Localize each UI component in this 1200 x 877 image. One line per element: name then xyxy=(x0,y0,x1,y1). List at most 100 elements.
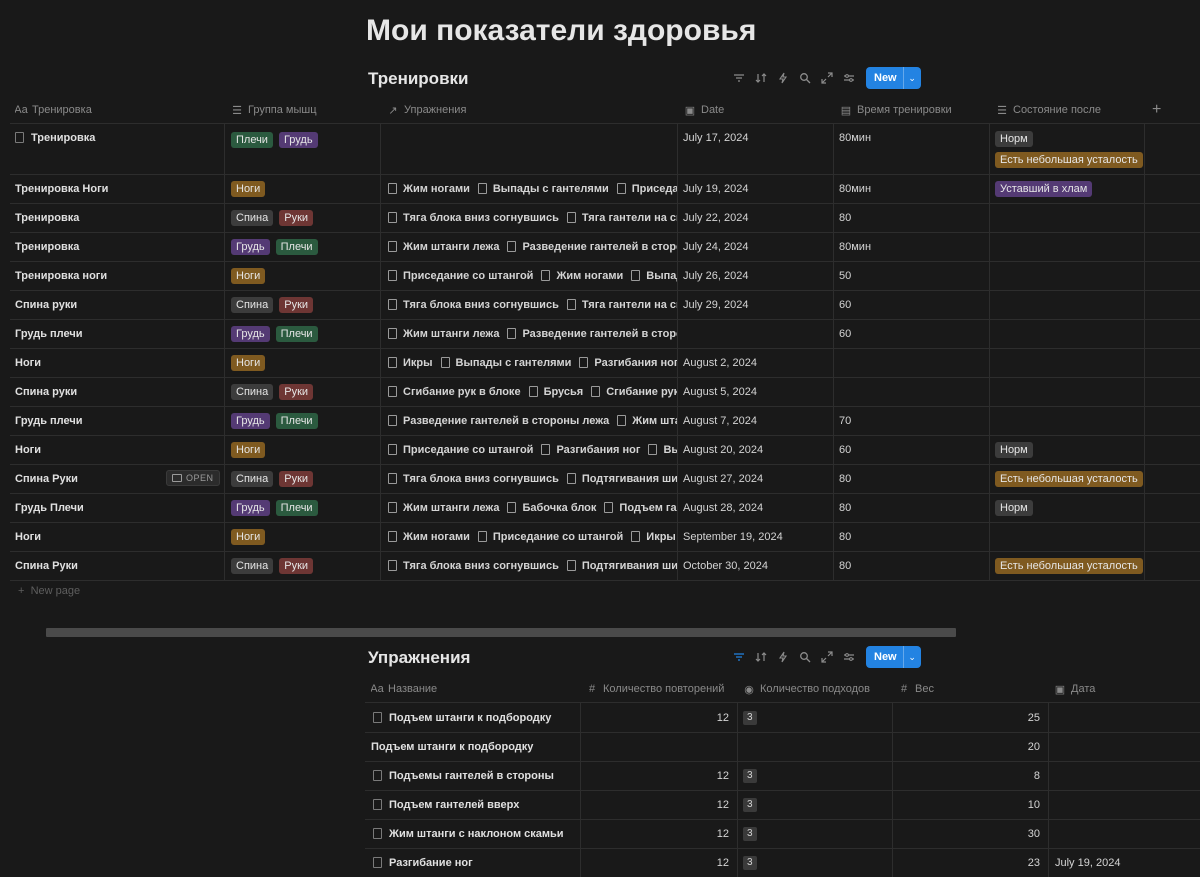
muscle-group-cell[interactable]: Ноги xyxy=(231,522,376,551)
workout-title[interactable]: Грудь плечи xyxy=(15,406,215,435)
exercise-date-cell[interactable] xyxy=(1055,703,1195,732)
muscle-group-cell[interactable]: Плечи Грудь xyxy=(231,124,376,174)
exercise-link[interactable]: Разведение гантелей в стороны лежа xyxy=(507,241,677,253)
exercise-link[interactable]: Жим штанги лежа xyxy=(388,241,499,253)
exercises-cell[interactable]: Жим ногами Приседание со штангой Икры xyxy=(388,522,677,551)
date-cell[interactable]: August 20, 2024 xyxy=(683,443,764,456)
workout-title[interactable]: Спина руки xyxy=(15,377,215,406)
exercises-cell[interactable]: Икры Выпады с гантелями Разгибания ног xyxy=(388,348,677,377)
workout-time-cell[interactable] xyxy=(839,348,987,377)
muscle-group-cell[interactable]: Грудь Плечи xyxy=(231,493,376,522)
search-icon[interactable] xyxy=(794,646,816,668)
exercises-db-title[interactable]: Упражнения xyxy=(368,648,471,667)
workout-title[interactable]: Спина руки xyxy=(15,290,215,319)
sets-cell[interactable]: 3 xyxy=(743,790,890,819)
search-icon[interactable] xyxy=(794,67,816,89)
exercises-cell[interactable]: Тяга блока вниз согнувшись Подтягивания ш… xyxy=(388,551,677,580)
muscle-group-cell[interactable]: Спина Руки xyxy=(231,203,376,232)
exercise-title[interactable]: Подъемы гантелей в стороны xyxy=(373,761,578,790)
workout-time-cell[interactable]: 60 xyxy=(839,443,852,456)
exercise-title[interactable]: Разгибание ног xyxy=(373,848,578,877)
workout-time-cell[interactable]: 80мин xyxy=(839,132,872,144)
muscle-group-cell[interactable]: Спина Руки xyxy=(231,377,376,406)
exercise-link[interactable]: Бабочка блок xyxy=(507,502,596,514)
muscle-group-cell[interactable]: Спина Руки xyxy=(231,464,376,493)
col-header-date[interactable]: ▣ Date xyxy=(684,97,830,123)
exercise-link[interactable]: Брусья xyxy=(528,386,583,398)
lightning-icon[interactable] xyxy=(772,646,794,668)
exercises-cell[interactable]: Тяга блока вниз согнувшись Тяга гантели н… xyxy=(388,203,677,232)
sets-cell[interactable]: 3 xyxy=(743,761,890,790)
exercise-link[interactable]: Тяга блока вниз согнувшись xyxy=(388,473,559,485)
exercise-link[interactable]: Тяга блока вниз согнувшись xyxy=(388,299,559,311)
weight-cell[interactable]: 10 xyxy=(1027,798,1040,811)
exercise-link[interactable]: Жим штанги лежа xyxy=(388,502,499,514)
sets-cell[interactable]: 3 xyxy=(743,848,890,877)
date-cell[interactable]: July 29, 2024 xyxy=(683,298,749,311)
exercise-date-cell[interactable] xyxy=(1055,819,1195,848)
exercises-cell[interactable]: Жим штанги лежа Разведение гантелей в сто… xyxy=(388,319,677,348)
date-cell[interactable]: August 5, 2024 xyxy=(683,385,758,398)
exercise-date-cell[interactable] xyxy=(1055,761,1195,790)
state-after-cell[interactable]: Норм xyxy=(995,493,1143,522)
workout-time-cell[interactable]: 70 xyxy=(839,414,852,427)
lightning-icon[interactable] xyxy=(772,67,794,89)
state-after-cell[interactable] xyxy=(995,290,1143,319)
workout-time-cell[interactable] xyxy=(839,377,987,406)
col-header-exercises[interactable]: ↗ Упражнения xyxy=(387,97,674,123)
muscle-group-cell[interactable]: Спина Руки xyxy=(231,290,376,319)
col-header-date[interactable]: ▣ Дата xyxy=(1054,676,1198,702)
exercise-link[interactable]: Икры xyxy=(631,531,676,543)
state-after-cell[interactable] xyxy=(995,377,1143,406)
date-cell[interactable]: July 24, 2024 xyxy=(683,240,749,253)
exercise-title[interactable]: Подъем штанги к подбородку xyxy=(373,703,578,732)
weight-cell[interactable]: 23 xyxy=(1027,856,1040,869)
state-after-cell[interactable] xyxy=(995,232,1143,261)
date-cell[interactable]: July 22, 2024 xyxy=(683,211,749,224)
date-cell[interactable]: August 7, 2024 xyxy=(683,414,758,427)
horizontal-scrollbar[interactable] xyxy=(46,628,956,637)
exercise-link[interactable]: Икры xyxy=(388,357,433,369)
date-cell[interactable] xyxy=(683,319,831,348)
exercise-link[interactable]: Жим ногами xyxy=(388,183,470,195)
exercise-link[interactable]: Приседания со штангой xyxy=(616,183,677,195)
col-header-muscle-group[interactable]: ☰ Группа мышц xyxy=(231,97,377,123)
exercise-link[interactable]: Жим ногами xyxy=(388,531,470,543)
filter-icon[interactable] xyxy=(728,67,750,89)
col-header-time[interactable]: ▤ Время тренировки xyxy=(840,97,986,123)
exercise-link[interactable]: Подтягивания широким хватом xyxy=(566,473,677,485)
weight-cell[interactable]: 30 xyxy=(1027,827,1040,840)
date-cell[interactable]: July 26, 2024 xyxy=(683,269,749,282)
add-column-button[interactable]: + xyxy=(1152,101,1162,118)
exercise-link[interactable]: Подтягивания широким хватом xyxy=(566,560,677,572)
exercise-link[interactable]: Жим штанги лежа xyxy=(388,328,499,340)
chevron-down-icon[interactable]: ⌄ xyxy=(902,67,921,89)
exercise-link[interactable]: Сгибание рук в блоке xyxy=(388,386,521,398)
date-cell[interactable]: August 27, 2024 xyxy=(683,472,764,485)
exercise-date-cell[interactable] xyxy=(1055,732,1195,761)
state-after-cell[interactable]: Норм Есть небольшая усталость xyxy=(995,124,1143,174)
exercises-cell[interactable]: Сгибание рук в блоке Брусья Сгибание рук с… xyxy=(388,377,677,406)
workouts-db-title[interactable]: Тренировки xyxy=(368,69,469,88)
exercises-cell[interactable]: Разведение гантелей в стороны лежа Жим шт… xyxy=(388,406,677,435)
sets-cell[interactable]: 3 xyxy=(743,819,890,848)
col-header-reps[interactable]: # Количество повторений xyxy=(586,676,735,702)
exercise-link[interactable]: Выпады с гантелями xyxy=(440,357,571,369)
date-cell[interactable]: July 19, 2024 xyxy=(683,182,749,195)
chevron-down-icon[interactable]: ⌄ xyxy=(902,646,921,668)
workout-time-cell[interactable]: 80 xyxy=(839,501,852,514)
muscle-group-cell[interactable]: Ноги xyxy=(231,348,376,377)
reps-cell[interactable]: 12 xyxy=(716,827,729,840)
exercise-link[interactable]: Выпады с гантелями xyxy=(477,183,609,195)
workout-title[interactable]: Грудь Плечи xyxy=(15,493,215,522)
expand-icon[interactable] xyxy=(816,67,838,89)
reps-cell[interactable]: 12 xyxy=(716,711,729,724)
workout-time-cell[interactable]: 80 xyxy=(839,530,852,543)
workout-time-cell[interactable]: 80 xyxy=(839,211,852,224)
sets-cell[interactable]: 3 xyxy=(743,703,890,732)
exercise-link[interactable]: Приседание со штангой xyxy=(388,270,533,282)
workout-time-cell[interactable]: 80 xyxy=(839,559,852,572)
workout-title[interactable]: Тренировка xyxy=(15,232,215,261)
state-after-cell[interactable] xyxy=(995,319,1143,348)
workout-title[interactable]: Тренировка xyxy=(15,203,215,232)
